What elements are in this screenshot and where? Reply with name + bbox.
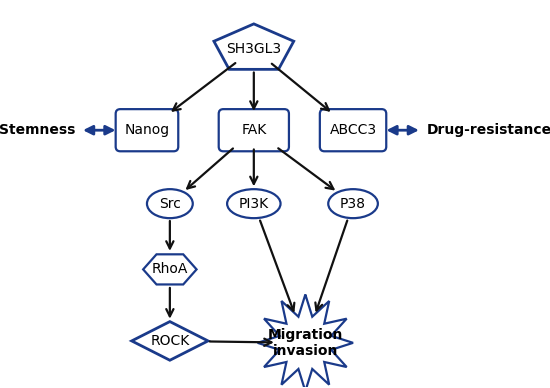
Text: PI3K: PI3K bbox=[239, 197, 269, 211]
Text: Migration
invasion: Migration invasion bbox=[268, 328, 343, 358]
Text: Nanog: Nanog bbox=[124, 123, 169, 137]
Text: Stemness: Stemness bbox=[0, 123, 75, 137]
Text: P38: P38 bbox=[340, 197, 366, 211]
Text: Drug-resistance: Drug-resistance bbox=[426, 123, 550, 137]
Text: RhoA: RhoA bbox=[152, 262, 188, 276]
Text: ABCC3: ABCC3 bbox=[329, 123, 377, 137]
Text: Src: Src bbox=[159, 197, 181, 211]
Text: ROCK: ROCK bbox=[150, 334, 190, 348]
Text: SH3GL3: SH3GL3 bbox=[226, 42, 282, 56]
Text: FAK: FAK bbox=[241, 123, 266, 137]
